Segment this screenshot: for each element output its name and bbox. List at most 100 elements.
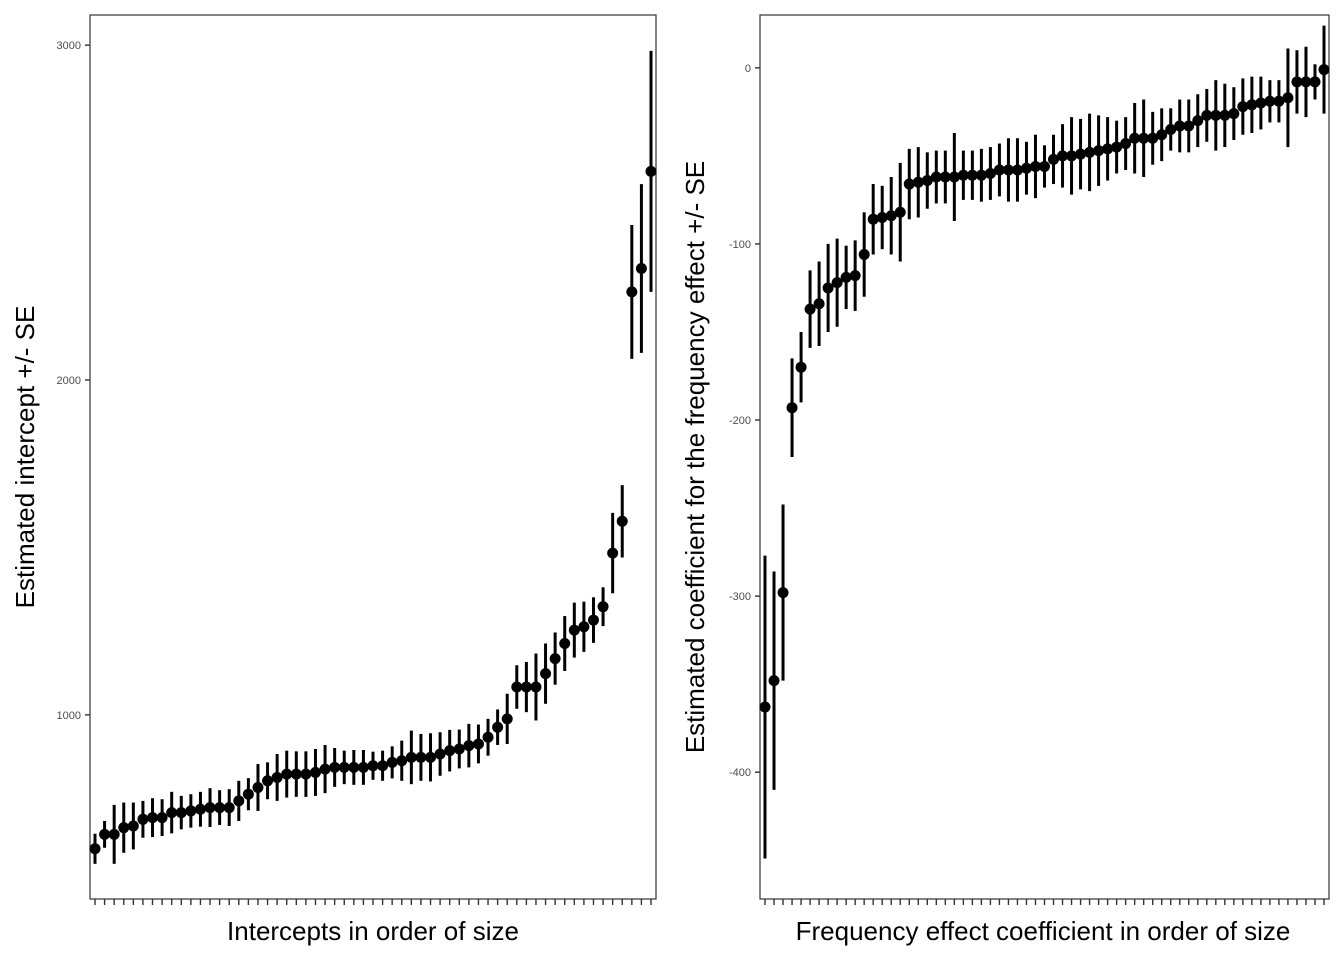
frequency-point — [1111, 141, 1123, 153]
intercept-point — [137, 813, 149, 825]
intercept-point — [501, 713, 513, 725]
frequency-x-axis-title: Frequency effect coefficient in order of… — [796, 916, 1291, 946]
frequency-point — [1075, 148, 1087, 160]
intercept-point — [597, 601, 609, 613]
frequency-point — [1093, 145, 1105, 157]
frequency-y-tick-label: 0 — [745, 63, 751, 75]
frequency-point — [1156, 129, 1168, 141]
intercept-point — [357, 761, 369, 773]
frequency-point — [1084, 146, 1096, 158]
frequency-point — [1057, 150, 1069, 162]
frequency-point — [822, 282, 834, 294]
intercept-point — [540, 668, 552, 680]
intercept-point — [472, 738, 484, 750]
frequency-point — [1011, 164, 1023, 176]
intercept-points — [89, 50, 657, 864]
intercept-point — [252, 781, 264, 793]
intercept-point — [290, 768, 302, 780]
intercept-point — [396, 755, 408, 767]
frequency-point — [1066, 150, 1078, 162]
intercept-point — [156, 812, 168, 824]
frequency-point — [948, 171, 960, 183]
frequency-point — [876, 212, 888, 224]
intercept-point — [309, 766, 321, 778]
frequency-point — [849, 270, 861, 282]
frequency-point — [1147, 132, 1159, 144]
intercept-point — [645, 165, 657, 177]
intercept-point — [587, 614, 599, 626]
frequency-point — [1165, 123, 1177, 135]
frequency-point — [1029, 160, 1041, 172]
intercept-point — [185, 805, 197, 817]
frequency-point — [1192, 115, 1204, 127]
frequency-point — [1039, 160, 1050, 172]
frequency-point — [921, 175, 933, 187]
frequency-point — [1291, 76, 1303, 88]
intercept-point — [271, 771, 283, 783]
intercept-point — [386, 756, 398, 768]
intercept-point — [194, 803, 206, 815]
frequency-point — [804, 303, 816, 315]
intercept-point — [635, 262, 647, 274]
frequency-point — [768, 675, 780, 687]
intercept-point — [520, 681, 532, 693]
intercept-y-axis-title: Estimated intercept +/- SE — [10, 306, 40, 609]
intercept-point — [425, 751, 437, 763]
frequency-point — [939, 171, 951, 183]
frequency-point — [1129, 132, 1141, 144]
intercept-point — [214, 802, 226, 814]
intercept-point — [511, 681, 523, 693]
intercept-point — [492, 721, 504, 733]
frequency-point — [1237, 101, 1249, 113]
frequency-point — [858, 248, 870, 260]
frequency-point — [930, 171, 942, 183]
frequency-y-axis-title: Estimated coefficient for the frequency … — [680, 161, 710, 753]
intercept-point — [434, 748, 446, 760]
intercept-point — [89, 843, 101, 855]
intercept-point — [329, 761, 341, 773]
frequency-point — [1138, 132, 1150, 144]
frequency-point — [786, 402, 798, 414]
intercept-point — [118, 822, 130, 834]
intercept-point — [377, 760, 389, 772]
frequency-point — [759, 701, 771, 713]
frequency-point — [1318, 64, 1330, 76]
intercept-point — [559, 638, 571, 650]
frequency-y-axis: -400 -300 -200 -100 0 — [729, 63, 760, 779]
frequency-point — [1309, 76, 1321, 88]
intercept-y-tick-label: 3000 — [57, 40, 81, 52]
frequency-point — [1201, 109, 1213, 121]
intercept-point — [444, 745, 456, 757]
intercept-point — [338, 761, 350, 773]
intercept-point — [99, 828, 111, 840]
frequency-point — [1300, 76, 1312, 88]
frequency-point — [966, 169, 978, 181]
intercept-y-tick-label: 2000 — [57, 375, 81, 387]
frequency-y-tick-label: -100 — [729, 239, 751, 251]
intercept-panel: 1000 2000 3000 Intercepts in order of size… — [10, 14, 657, 946]
frequency-point — [885, 210, 897, 222]
intercept-point — [223, 802, 235, 814]
frequency-point — [894, 206, 906, 218]
frequency-point — [1120, 138, 1132, 150]
intercept-point — [108, 828, 120, 840]
frequency-point — [957, 169, 969, 181]
frequency-point — [867, 213, 879, 225]
intercept-point — [482, 731, 494, 743]
intercept-point — [415, 751, 427, 763]
intercept-point — [348, 761, 360, 773]
intercept-point — [204, 802, 216, 814]
intercept-point — [549, 653, 561, 665]
frequency-point — [975, 169, 987, 181]
intercept-point — [453, 743, 465, 755]
frequency-point — [993, 164, 1005, 176]
intercept-point — [319, 763, 331, 775]
intercept-point — [233, 795, 245, 807]
frequency-point — [1255, 97, 1267, 109]
intercept-point — [147, 812, 159, 824]
frequency-point — [1228, 108, 1240, 120]
frequency-point — [1282, 92, 1294, 104]
intercept-point — [530, 681, 542, 693]
frequency-point — [1219, 109, 1231, 121]
